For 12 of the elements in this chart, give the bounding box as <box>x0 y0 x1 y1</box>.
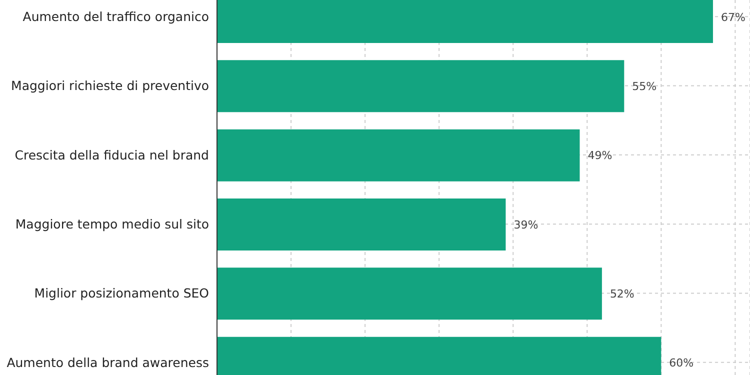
data-label: 52% <box>610 288 634 301</box>
data-label: 49% <box>588 149 612 162</box>
y-tick-label: Crescita della fiducia nel brand <box>14 147 209 162</box>
y-tick-label: Maggiori richieste di preventivo <box>11 78 209 94</box>
data-label: 67% <box>720 10 746 24</box>
y-tick-label: Maggiore tempo medio sul sito <box>15 216 209 232</box>
data-label: 60% <box>669 356 694 370</box>
data-label: 39% <box>514 218 538 232</box>
data-label: 55% <box>632 80 657 94</box>
y-tick-label: Aumento del traffico organico <box>22 9 209 24</box>
y-tick-label: Miglior posizionamento SEO <box>34 286 210 301</box>
y-tick-label: Aumento della brand awareness <box>6 354 209 370</box>
